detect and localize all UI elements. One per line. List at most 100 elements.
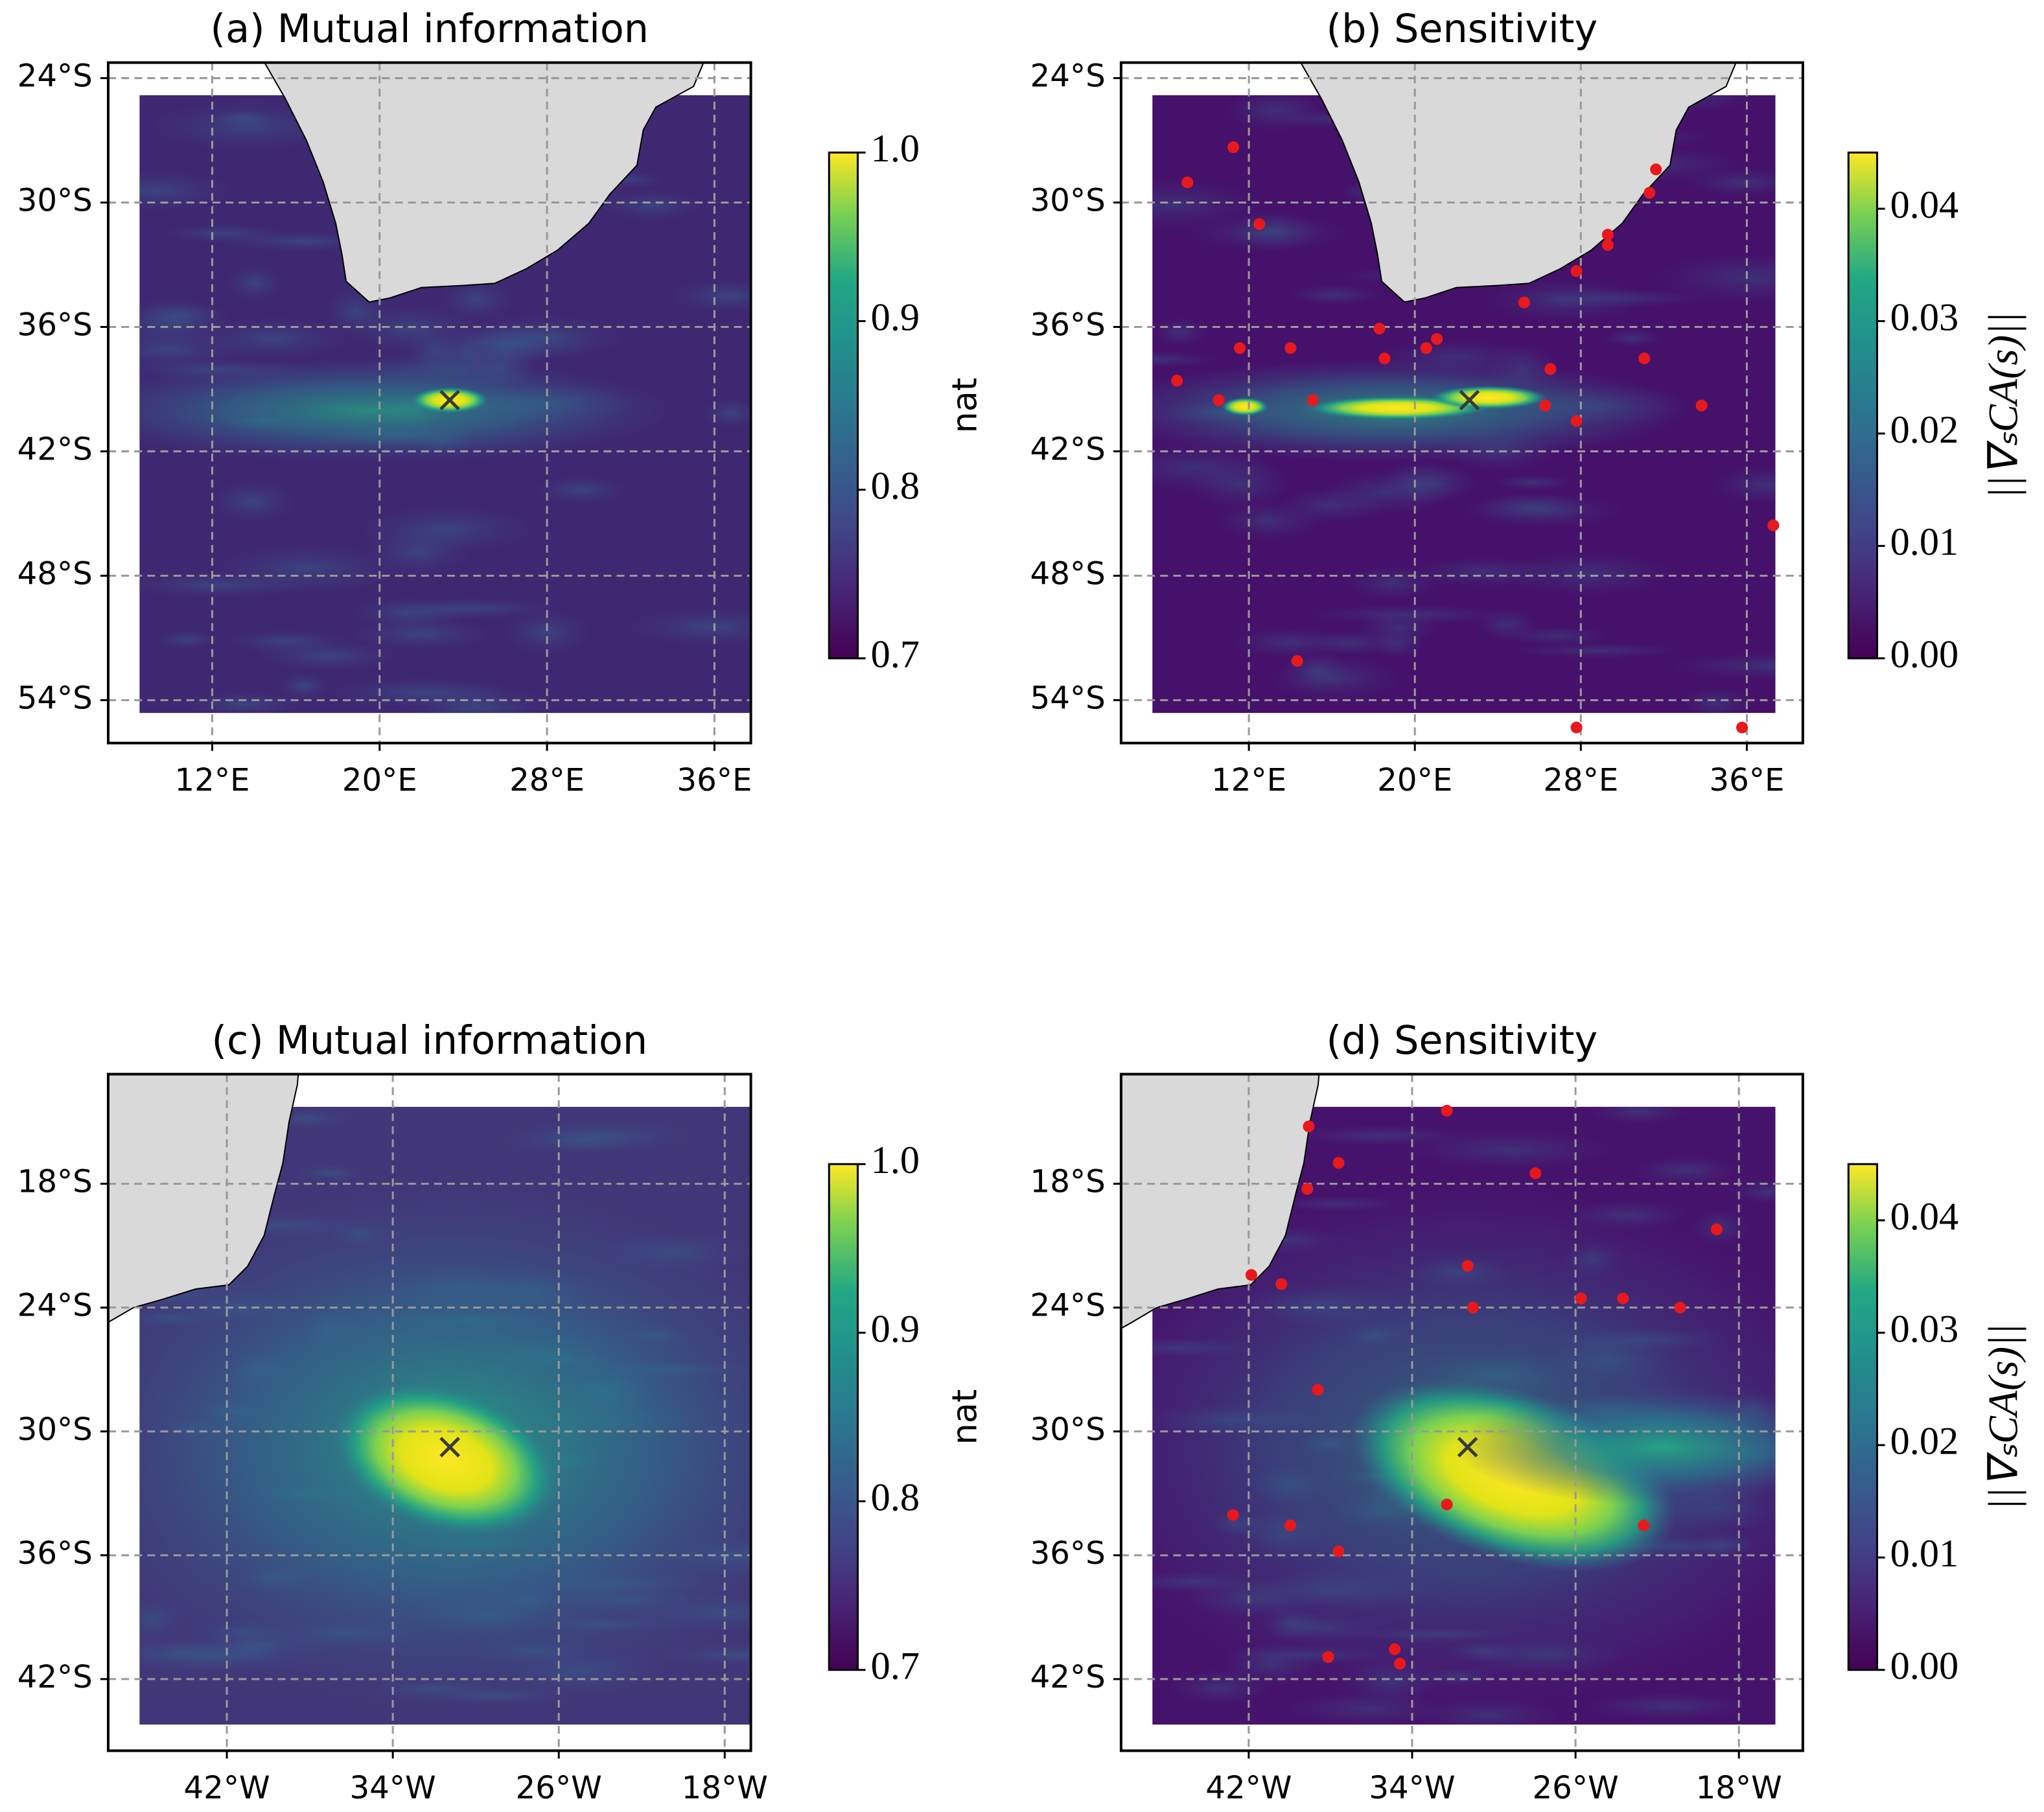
axes-frame xyxy=(1119,1073,1804,1752)
heatmap-texture xyxy=(438,277,515,321)
heatmap-texture xyxy=(139,297,234,349)
colorbar-tick-label: 0.00 xyxy=(1890,1645,1959,1688)
y-tick-label: 24°S xyxy=(1030,1288,1106,1324)
y-tick-label: 48°S xyxy=(1030,555,1106,592)
colorbar xyxy=(1847,1163,1879,1671)
sensor-point xyxy=(1233,342,1246,354)
heatmap-texture xyxy=(1680,686,1753,714)
heatmap-texture xyxy=(598,190,704,221)
heatmap-texture xyxy=(277,671,331,701)
sensor-point xyxy=(1461,1260,1474,1272)
x-tick-label: 26°W xyxy=(516,1770,602,1806)
x-tick-label: 18°W xyxy=(682,1770,768,1806)
heatmap-texture xyxy=(226,264,283,302)
colorbar xyxy=(1847,151,1879,660)
y-tick-label: 36°S xyxy=(17,307,93,343)
colorbar-tick-label: 0.03 xyxy=(1890,1307,1959,1351)
y-tick-label: 18°S xyxy=(17,1164,93,1200)
heatmap-texture xyxy=(1633,1156,1739,1185)
x-tick-label: 18°W xyxy=(1696,1770,1782,1806)
colorbar-tick-label: 0.04 xyxy=(1890,1195,1959,1238)
y-tick-label: 30°S xyxy=(17,183,93,219)
sensor-point xyxy=(1710,1223,1723,1236)
heatmap-texture xyxy=(139,572,313,598)
sensor-point xyxy=(1245,1269,1257,1281)
colorbar-label: nat xyxy=(946,378,985,434)
heatmap-texture xyxy=(349,618,493,651)
colorbar-tick-label: 0.00 xyxy=(1890,633,1959,677)
heatmap-texture xyxy=(1728,1179,1776,1204)
x-tick-label: 20°E xyxy=(342,762,417,798)
heatmap-texture xyxy=(1305,604,1513,625)
panel-title: (c) Mutual information xyxy=(211,1018,647,1063)
heatmap-texture xyxy=(1321,469,1445,517)
panel: 42°W 34°W 26°W 18°W 18°S 24°S 30°S 36°S 42°S (d) … xyxy=(1030,1018,2027,1806)
sensor-point xyxy=(1674,1301,1686,1314)
sensor-point xyxy=(1570,265,1583,277)
heatmap-texture xyxy=(1479,277,1649,323)
sensor-point xyxy=(1570,721,1583,734)
heatmap-texture xyxy=(1666,652,1776,680)
sensor-point xyxy=(1650,163,1662,176)
panel: 12°E 20°E 28°E 36°E 24°S 30°S 36°S 42°S 48°S 54°S… xyxy=(17,6,985,798)
colorbar-tick-label: 0.04 xyxy=(1890,183,1959,227)
sensor-point xyxy=(1253,218,1266,230)
heatmap-glow xyxy=(1430,386,1548,410)
sensor-point xyxy=(1420,342,1432,354)
colorbar-tick-label: 0.8 xyxy=(871,465,920,508)
sensor-point xyxy=(1575,1292,1587,1305)
colorbar-tick-label: 0.02 xyxy=(1890,1420,1959,1463)
sensor-point xyxy=(1617,1292,1629,1305)
sensor-point xyxy=(1284,342,1297,354)
map-area xyxy=(108,62,751,743)
sensor-point xyxy=(1638,1519,1650,1531)
heatmap-texture xyxy=(1213,501,1323,541)
sensor-point xyxy=(1467,1301,1479,1314)
y-tick-label: 54°S xyxy=(1030,680,1106,716)
colorbar-tick-label: 1.0 xyxy=(871,127,920,170)
x-tick-label: 28°E xyxy=(509,762,585,798)
sensor-point xyxy=(1695,399,1708,412)
y-tick-label: 36°S xyxy=(1030,307,1106,343)
colorbar-tick-label: 0.9 xyxy=(871,1307,920,1351)
x-tick-label: 34°W xyxy=(1369,1770,1455,1806)
heatmap-texture xyxy=(296,1164,366,1183)
map-area xyxy=(1121,1074,1803,1751)
x-tick-label: 36°E xyxy=(1709,762,1784,798)
colorbar-tick-label: 0.01 xyxy=(1890,1532,1959,1575)
sensor-point xyxy=(1291,655,1303,667)
sensor-point xyxy=(1227,1509,1239,1521)
heatmap-texture xyxy=(255,641,401,671)
sensor-point xyxy=(1332,1545,1345,1557)
heatmap-texture xyxy=(502,609,591,656)
sensor-point xyxy=(1332,1157,1345,1169)
sensor-point xyxy=(1767,519,1780,531)
target-marker xyxy=(1459,389,1480,411)
map-area xyxy=(108,1074,751,1751)
heatmap-texture xyxy=(139,170,236,211)
sensor-point xyxy=(1171,375,1183,387)
sensor-point xyxy=(1312,1384,1324,1396)
sensor-point xyxy=(1643,187,1656,199)
heatmap-texture xyxy=(1651,251,1776,304)
heatmap-texture xyxy=(211,110,276,127)
colorbar xyxy=(828,151,859,660)
heatmap-texture xyxy=(378,598,563,620)
heatmap-texture xyxy=(208,480,297,523)
sensor-point xyxy=(1441,1104,1453,1117)
colorbar-label: ||∇ₛCA(s)|| xyxy=(1980,1324,2026,1511)
x-tick-label: 36°E xyxy=(677,762,752,798)
heatmap-texture xyxy=(534,476,629,505)
heatmap-texture xyxy=(1285,284,1384,306)
heatmap-texture xyxy=(1709,465,1776,505)
sensor-point xyxy=(1307,394,1319,406)
heatmap-texture xyxy=(626,607,751,647)
axes-frame xyxy=(106,61,752,745)
sensor-point xyxy=(1529,1167,1542,1179)
heatmap-texture xyxy=(1152,351,1220,368)
heatmap-texture xyxy=(497,1127,667,1155)
heatmap-texture xyxy=(1187,458,1294,510)
heatmap-texture xyxy=(668,279,751,313)
land xyxy=(1121,1074,1320,1330)
heatmap-texture xyxy=(154,630,220,649)
